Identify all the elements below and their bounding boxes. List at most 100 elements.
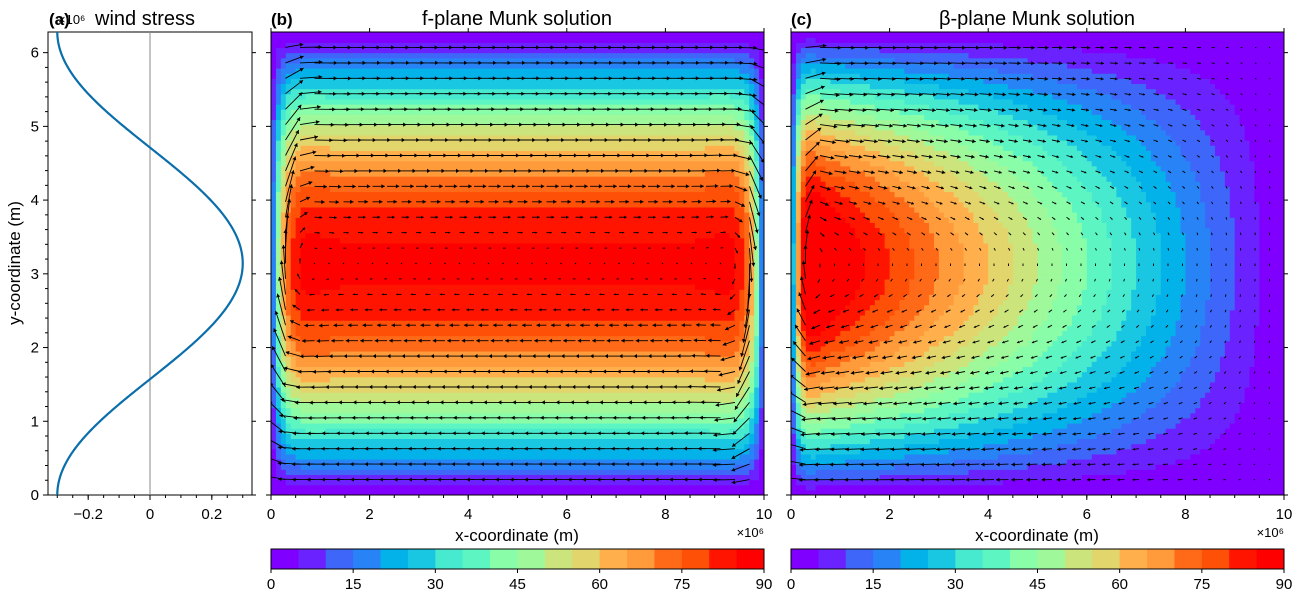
field-cell bbox=[556, 258, 563, 265]
field-cell bbox=[749, 304, 755, 311]
field-cell bbox=[344, 273, 351, 280]
field-cell bbox=[655, 263, 662, 270]
field-cell bbox=[552, 325, 558, 331]
field-cell bbox=[591, 371, 597, 378]
field-cell bbox=[749, 325, 755, 331]
field-cell bbox=[655, 417, 662, 424]
field-cell bbox=[655, 376, 662, 383]
field-cell bbox=[655, 314, 662, 321]
field-cell bbox=[744, 489, 750, 495]
field-cell bbox=[694, 386, 701, 393]
field-cell bbox=[739, 448, 745, 455]
field-cell bbox=[310, 299, 316, 306]
field-cell bbox=[670, 371, 676, 378]
field-cell bbox=[349, 407, 356, 414]
field-cell bbox=[724, 489, 731, 495]
field-cell bbox=[315, 371, 321, 378]
field-cell bbox=[374, 299, 381, 306]
field-cell bbox=[739, 428, 745, 434]
field-cell bbox=[675, 428, 681, 434]
field-cell bbox=[340, 376, 346, 383]
field-cell bbox=[443, 294, 450, 301]
field-cell bbox=[591, 448, 597, 455]
field-cell bbox=[389, 299, 395, 306]
field-cell bbox=[502, 356, 509, 362]
field-cell bbox=[305, 299, 312, 306]
field-cell bbox=[448, 253, 455, 259]
field-cell bbox=[433, 309, 440, 316]
field-cell bbox=[285, 340, 292, 347]
field-cell bbox=[369, 278, 376, 285]
field-cell bbox=[625, 474, 632, 481]
field-cell bbox=[714, 278, 721, 285]
field-cell bbox=[310, 386, 316, 393]
field-cell bbox=[320, 361, 326, 367]
field-cell bbox=[591, 453, 597, 460]
field-cell bbox=[463, 371, 469, 378]
field-cell bbox=[729, 314, 736, 321]
field-cell bbox=[310, 304, 316, 311]
field-cell bbox=[680, 479, 686, 486]
field-cell bbox=[433, 278, 440, 285]
field-cell bbox=[305, 248, 312, 254]
field-cell bbox=[448, 309, 455, 316]
field-cell bbox=[749, 340, 755, 347]
field-cell bbox=[512, 412, 519, 419]
field-cell bbox=[729, 417, 736, 424]
field-cell bbox=[453, 371, 459, 378]
field-cell bbox=[335, 422, 341, 429]
field-cell bbox=[714, 335, 721, 342]
field-cell bbox=[418, 350, 425, 357]
field-cell bbox=[724, 392, 731, 398]
field-cell bbox=[354, 366, 361, 373]
field-cell bbox=[418, 433, 425, 440]
field-cell bbox=[330, 433, 336, 440]
field-cell bbox=[729, 422, 736, 429]
field-cell bbox=[621, 242, 627, 249]
field-cell bbox=[616, 304, 622, 311]
field-cell bbox=[438, 428, 445, 434]
field-cell bbox=[458, 299, 464, 306]
field-cell bbox=[310, 263, 316, 270]
field-cell bbox=[547, 371, 553, 378]
field-cell bbox=[665, 242, 671, 249]
field-cell bbox=[315, 253, 321, 259]
field-cell bbox=[413, 335, 420, 342]
field-cell bbox=[335, 268, 341, 275]
field-cell bbox=[271, 469, 277, 476]
field-cell bbox=[492, 350, 499, 357]
field-cell bbox=[616, 284, 622, 290]
field-cell bbox=[458, 314, 464, 321]
field-cell bbox=[433, 248, 440, 254]
field-cell bbox=[724, 273, 731, 280]
field-cell bbox=[542, 464, 548, 470]
field-cell bbox=[616, 356, 622, 362]
field-cell bbox=[359, 253, 366, 259]
field-cell bbox=[295, 299, 302, 306]
field-cell bbox=[340, 356, 346, 362]
field-cell bbox=[547, 294, 553, 301]
field-cell bbox=[537, 309, 543, 316]
field-cell bbox=[320, 474, 326, 481]
field-cell bbox=[300, 464, 307, 470]
field-cell bbox=[754, 330, 760, 337]
field-cell bbox=[354, 417, 361, 424]
field-cell bbox=[399, 428, 405, 434]
field-cell bbox=[448, 443, 455, 450]
field-cell bbox=[601, 309, 607, 316]
field-cell bbox=[404, 469, 410, 476]
field-cell bbox=[517, 489, 524, 495]
field-cell bbox=[665, 340, 671, 347]
field-cell bbox=[665, 248, 671, 254]
field-cell bbox=[364, 273, 371, 280]
field-cell bbox=[556, 371, 563, 378]
field-cell bbox=[621, 448, 627, 455]
field-cell bbox=[502, 479, 509, 486]
field-cell bbox=[522, 381, 528, 388]
field-cell bbox=[290, 356, 297, 362]
field-cell bbox=[517, 340, 524, 347]
field-cell bbox=[340, 268, 346, 275]
field-cell bbox=[409, 428, 415, 434]
field-cell bbox=[310, 376, 316, 383]
field-cell bbox=[463, 397, 469, 403]
